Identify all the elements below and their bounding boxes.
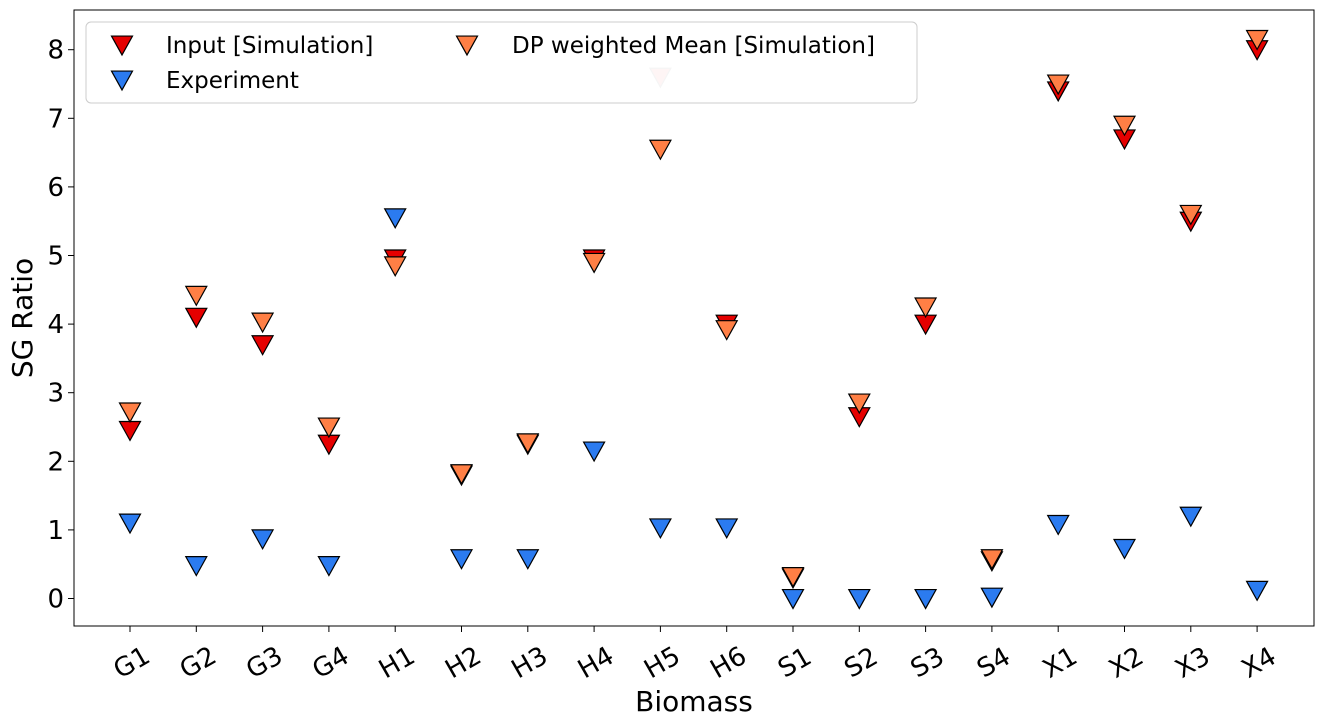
- experiment-marker: [317, 556, 341, 577]
- experiment-marker: [1245, 580, 1269, 602]
- x-axis: G1 G2 G3 G4 H1 H2 H3 H4 H5 H6 S1 S2 S3 S4 X1 X2 X3 X4: [109, 626, 1282, 685]
- experiment-marker: [648, 518, 672, 540]
- x-tick-label: H3: [507, 641, 553, 685]
- x-tick-label: X2: [1104, 641, 1149, 684]
- dp-weighted-mean-marker: [317, 417, 341, 439]
- legend: Input [Simulation] Experiment DP weighted …: [85, 21, 918, 104]
- experiment-marker: [383, 208, 407, 229]
- x-tick-label: X3: [1170, 641, 1215, 684]
- x-tick-label: G3: [241, 641, 288, 685]
- experiment-marker: [1179, 506, 1203, 528]
- experiment-marker: [781, 588, 805, 610]
- dp-weighted-mean-marker: [449, 464, 474, 485]
- x-tick-label: H2: [440, 641, 486, 685]
- dp-weighted-mean-marker: [980, 549, 1004, 570]
- dp-weighted-mean-marker: [648, 139, 672, 161]
- y-tick-label: 8: [47, 36, 64, 66]
- legend-label: DP weighted Mean [Simulation]: [512, 33, 875, 59]
- dp-weighted-mean-marker: [781, 567, 805, 588]
- x-tick-label: H1: [374, 641, 420, 685]
- dp-weighted-mean-marker: [1245, 29, 1269, 51]
- experiment-marker: [1112, 538, 1137, 560]
- y-tick-label: 7: [47, 104, 64, 134]
- x-tick-label: H5: [639, 641, 685, 685]
- y-tick-label: 3: [47, 379, 64, 409]
- experiment-marker: [914, 588, 938, 610]
- dp-weighted-mean-marker: [118, 402, 142, 424]
- x-tick-label: G4: [308, 641, 355, 685]
- y-axis: 0 1 2 3 4 5 6 7 8: [47, 36, 74, 615]
- legend-marker: [455, 35, 479, 57]
- x-tick-label: G2: [175, 641, 222, 685]
- y-tick-label: 4: [47, 310, 64, 340]
- x-tick-label: S1: [773, 642, 817, 685]
- dp-weighted-mean-marker: [251, 312, 275, 334]
- experiment-marker: [1046, 514, 1070, 536]
- experiment-marker: [118, 513, 142, 535]
- dp-weighted-mean-marker: [383, 256, 407, 278]
- experiment-marker: [847, 588, 871, 610]
- y-tick-label: 2: [47, 447, 64, 477]
- experiment-marker: [251, 529, 275, 551]
- experiment-marker: [715, 518, 739, 540]
- x-tick-label: S2: [839, 642, 883, 685]
- experiment-marker: [582, 441, 606, 463]
- y-axis-title: SG Ratio: [6, 258, 39, 378]
- y-tick-label: 6: [47, 173, 64, 203]
- dp-weighted-mean-marker: [914, 297, 938, 319]
- dp-weighted-mean-marker: [184, 285, 208, 307]
- x-tick-label: H4: [573, 641, 619, 685]
- legend-frame: [85, 21, 918, 104]
- experiment-marker: [184, 556, 208, 577]
- input-marker: [184, 307, 208, 329]
- legend-label: Input [Simulation]: [166, 33, 373, 59]
- legend-label: Experiment: [166, 68, 299, 94]
- x-tick-label: G1: [109, 641, 156, 685]
- input-marker: [251, 335, 275, 356]
- x-tick-label: S4: [972, 642, 1016, 685]
- x-tick-label: X4: [1237, 641, 1282, 684]
- y-tick-label: 1: [47, 516, 64, 546]
- plot-area: [73, 9, 1315, 627]
- x-tick-label: S3: [906, 642, 950, 685]
- x-tick-label: X1: [1038, 641, 1083, 684]
- y-tick-label: 5: [47, 242, 64, 272]
- dp-weighted-mean-marker: [1046, 74, 1070, 96]
- y-tick-label: 0: [47, 585, 64, 615]
- x-tick-label: H6: [706, 641, 752, 685]
- legend-marker: [110, 35, 134, 57]
- dp-weighted-mean-marker: [1112, 115, 1137, 137]
- experiment-marker: [980, 587, 1004, 609]
- dp-weighted-mean-marker: [1179, 204, 1203, 226]
- dp-weighted-mean-marker: [582, 252, 606, 274]
- dp-weighted-mean-marker: [847, 393, 871, 415]
- legend-marker: [110, 70, 134, 92]
- dp-weighted-mean-marker: [516, 433, 540, 454]
- dp-weighted-mean-marker: [715, 320, 739, 341]
- x-axis-title: Biomass: [635, 685, 753, 718]
- data-markers: [118, 29, 1269, 610]
- experiment-marker: [449, 549, 474, 570]
- experiment-marker: [516, 549, 540, 570]
